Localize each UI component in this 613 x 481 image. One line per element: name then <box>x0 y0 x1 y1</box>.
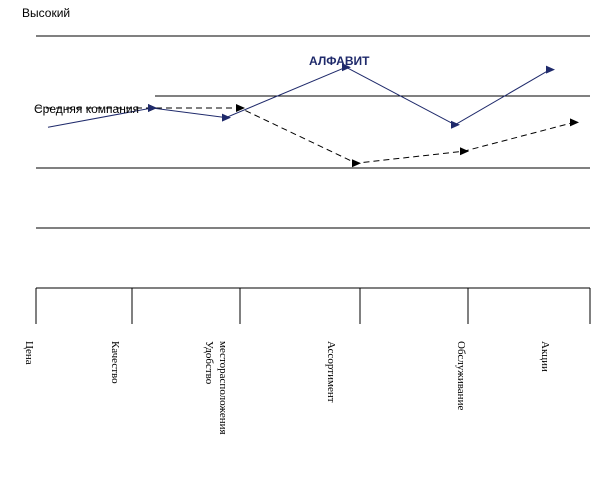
data-point-alfavit <box>148 104 157 112</box>
data-point-average <box>352 159 361 168</box>
category-label: Обслуживание <box>455 341 467 410</box>
category-label: Качество <box>109 341 121 384</box>
data-point-average <box>570 118 579 127</box>
top-scale-label: Высокий <box>22 6 70 20</box>
series-label-alfavit: АЛФАВИТ <box>309 54 370 68</box>
category-separators <box>35 288 591 324</box>
series-line-average <box>36 107 575 164</box>
category-label: Ассортимент <box>325 341 337 403</box>
data-point-average <box>236 104 245 112</box>
data-point-alfavit <box>342 63 351 72</box>
category-label: Цена <box>23 341 35 365</box>
data-point-average <box>460 147 469 156</box>
category-label: Удобство <box>203 341 215 385</box>
series-alfavit <box>47 63 555 129</box>
series-line-alfavit <box>47 66 551 128</box>
category-label: месторасположения <box>217 341 229 435</box>
data-point-alfavit <box>222 113 231 122</box>
series-label-average-company: Средняя компания <box>34 102 139 116</box>
category-label: Акции <box>539 341 551 372</box>
data-point-alfavit <box>451 120 460 129</box>
gridlines <box>36 35 590 289</box>
data-point-alfavit <box>546 65 555 74</box>
